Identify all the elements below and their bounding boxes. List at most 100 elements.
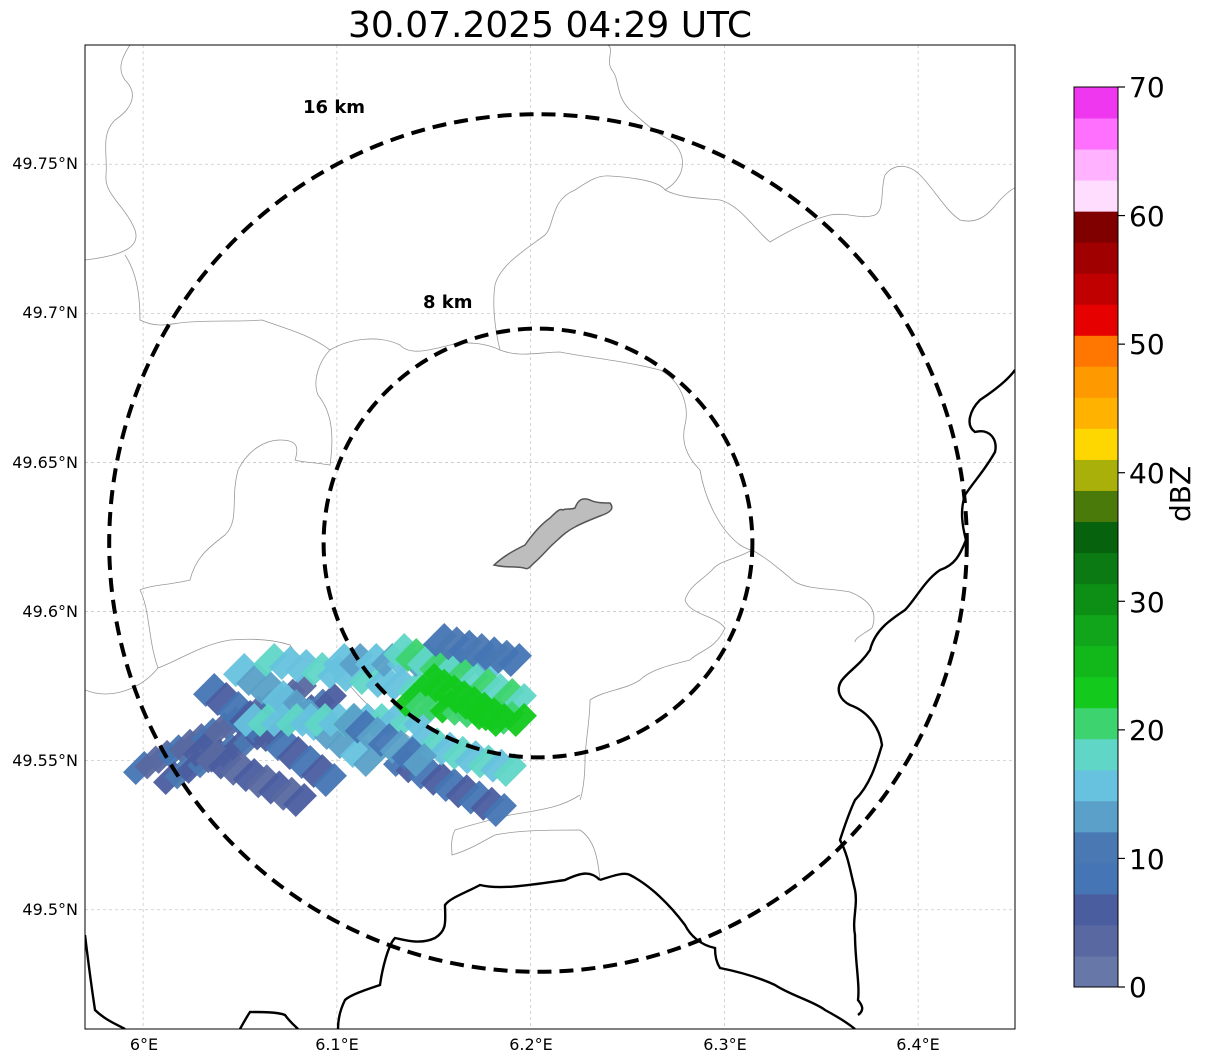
reflectivity-cell	[208, 745, 242, 780]
reflectivity-cell	[403, 743, 437, 777]
reflectivity-cell	[183, 733, 217, 767]
range-rings	[107, 112, 969, 974]
reflectivity-cell	[453, 685, 487, 720]
colorbar-tick-label: 10	[1129, 843, 1165, 876]
reflectivity-cell	[217, 691, 251, 725]
colorbar-segment	[1074, 521, 1118, 554]
colorbar-segment	[1074, 831, 1118, 864]
lon-tick-label: 6.1°E	[315, 1035, 359, 1054]
map-gridlines	[85, 45, 1015, 1029]
colorbar-frame	[1073, 86, 1119, 988]
reflectivity-cell	[503, 703, 537, 737]
reflectivity-cell	[498, 643, 532, 677]
reflectivity-cell	[233, 703, 267, 737]
reflectivity-cell	[356, 716, 391, 751]
reflectivity-cell	[195, 739, 230, 774]
reflectivity-cell	[253, 643, 287, 677]
reflectivity-cell	[383, 633, 417, 667]
national-border	[336, 872, 601, 1029]
colorbar-segment	[1074, 645, 1118, 678]
colorbar-segment	[1074, 583, 1118, 616]
lon-tick-label: 6.2°E	[509, 1035, 553, 1054]
reflectivity-cell	[435, 626, 470, 661]
colorbar-segment	[1074, 428, 1118, 460]
colorbar	[1073, 86, 1125, 988]
reflectivity-cell	[283, 783, 317, 817]
colorbar-segment	[1074, 273, 1118, 305]
colorbar-segment	[1074, 397, 1118, 429]
reflectivity-cell	[463, 691, 497, 726]
colorbar-label: dBZ	[1164, 465, 1197, 522]
commune-border	[751, 549, 875, 643]
reflectivity-cell	[381, 667, 415, 701]
reflectivity-cell	[473, 636, 507, 671]
reflectivity-cell	[413, 663, 447, 697]
reflectivity-cell	[458, 780, 492, 815]
reflectivity-cell	[483, 793, 517, 827]
reflectivity-cell	[460, 633, 495, 667]
colorbar-tick-label: 40	[1129, 457, 1165, 490]
commune-border	[451, 794, 601, 881]
reflectivity-cell	[379, 729, 414, 764]
colorbar-segment	[1074, 118, 1118, 150]
colorbar-tick-label: 70	[1129, 71, 1165, 104]
commune-border	[124, 254, 331, 351]
reflectivity-cell	[480, 748, 515, 783]
national-border	[837, 369, 1015, 1016]
colorbar-tick-label: 30	[1129, 586, 1165, 619]
reflectivity-cell	[423, 623, 457, 657]
colorbar-segment	[1074, 614, 1118, 647]
reflectivity-cell	[391, 736, 426, 771]
lat-tick-label: 49.75°N	[12, 154, 78, 173]
reflectivity-cell	[368, 723, 402, 757]
lon-tick-label: 6°E	[129, 1035, 159, 1054]
reflectivity-cell	[261, 703, 296, 737]
reflectivity-cell	[344, 709, 379, 744]
colorbar-segment	[1074, 676, 1118, 709]
reflectivity-cell	[473, 697, 507, 732]
colorbar-segment	[1074, 924, 1118, 957]
colorbar-segment	[1074, 335, 1118, 367]
colorbar-tick-label: 50	[1129, 328, 1165, 361]
reflectivity-cell	[445, 774, 480, 809]
colorbar-tick-label: 20	[1129, 714, 1165, 747]
reflectivity-cell	[289, 745, 323, 779]
lon-tick-label: 6.4°E	[896, 1035, 940, 1054]
colorbar-segment	[1074, 862, 1118, 895]
reflectivity-cell	[365, 664, 399, 698]
commune-border	[579, 549, 753, 801]
colorbar-segment	[1074, 707, 1118, 740]
reflectivity-cell	[395, 638, 429, 672]
reflectivity-cell	[483, 703, 517, 737]
range-ring	[321, 326, 755, 760]
commune-border	[607, 45, 683, 191]
colorbar-segment	[1074, 304, 1118, 336]
reflectivity-cell	[205, 682, 239, 716]
reflectivity-cell	[303, 703, 338, 737]
reflectivity-cell	[470, 786, 505, 821]
city-outline	[492, 498, 613, 570]
reflectivity-cell	[454, 740, 489, 775]
lon-tick-label: 6.3°E	[703, 1035, 747, 1054]
lat-tick-label: 49.6°N	[22, 602, 78, 621]
reflectivity-cell	[493, 753, 527, 787]
reflectivity-cell	[485, 639, 520, 674]
reflectivity-cell	[249, 671, 283, 705]
national-border	[238, 1010, 299, 1029]
map-frame	[84, 44, 1016, 1030]
lat-tick-label: 49.5°N	[22, 900, 78, 919]
reflectivity-cell	[420, 761, 455, 796]
colorbar-segment	[1074, 149, 1118, 181]
reflectivity-cell	[289, 703, 324, 737]
reflectivity-cell	[313, 763, 347, 797]
reflectivity-cell	[265, 727, 299, 761]
colorbar-segment	[1074, 180, 1118, 212]
reflectivity-cell	[275, 703, 310, 737]
reflectivity-cell	[193, 673, 227, 707]
reflectivity-cell	[270, 776, 305, 811]
reflectivity-cell	[220, 751, 255, 786]
lat-tick-label: 49.55°N	[12, 751, 78, 770]
commune-border	[85, 45, 137, 261]
commune-border	[139, 349, 333, 591]
range-ring-label: 16 km	[303, 97, 366, 118]
